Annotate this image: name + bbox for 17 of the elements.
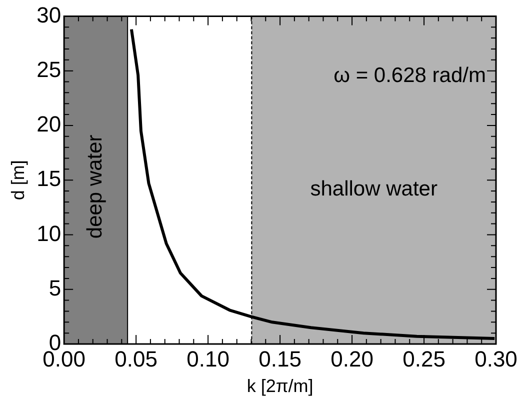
- y-tick-label: 5: [48, 275, 62, 300]
- band-label: deep water: [84, 134, 107, 239]
- x-tick-label: 0.05: [114, 346, 158, 372]
- y-tick-label: 30: [36, 2, 62, 28]
- annotation: ω = 0.628 rad/m: [334, 64, 486, 87]
- x-tick-label: 0.15: [258, 346, 302, 372]
- x-tick-label: 0.10: [186, 346, 230, 372]
- band-label: shallow water: [310, 178, 438, 201]
- y-tick-label: 25: [36, 56, 62, 82]
- y-tick-label: 10: [36, 220, 62, 246]
- x-axis-title: k [2π/m]: [246, 376, 314, 396]
- y-tick-label: 15: [36, 166, 62, 192]
- x-tick-label: 0.25: [402, 346, 446, 372]
- y-axis-title: d [m]: [8, 160, 28, 200]
- y-tick-label: 20: [36, 112, 62, 137]
- x-tick-label: 0.30: [474, 346, 518, 372]
- x-tick-label: 0.20: [330, 346, 374, 372]
